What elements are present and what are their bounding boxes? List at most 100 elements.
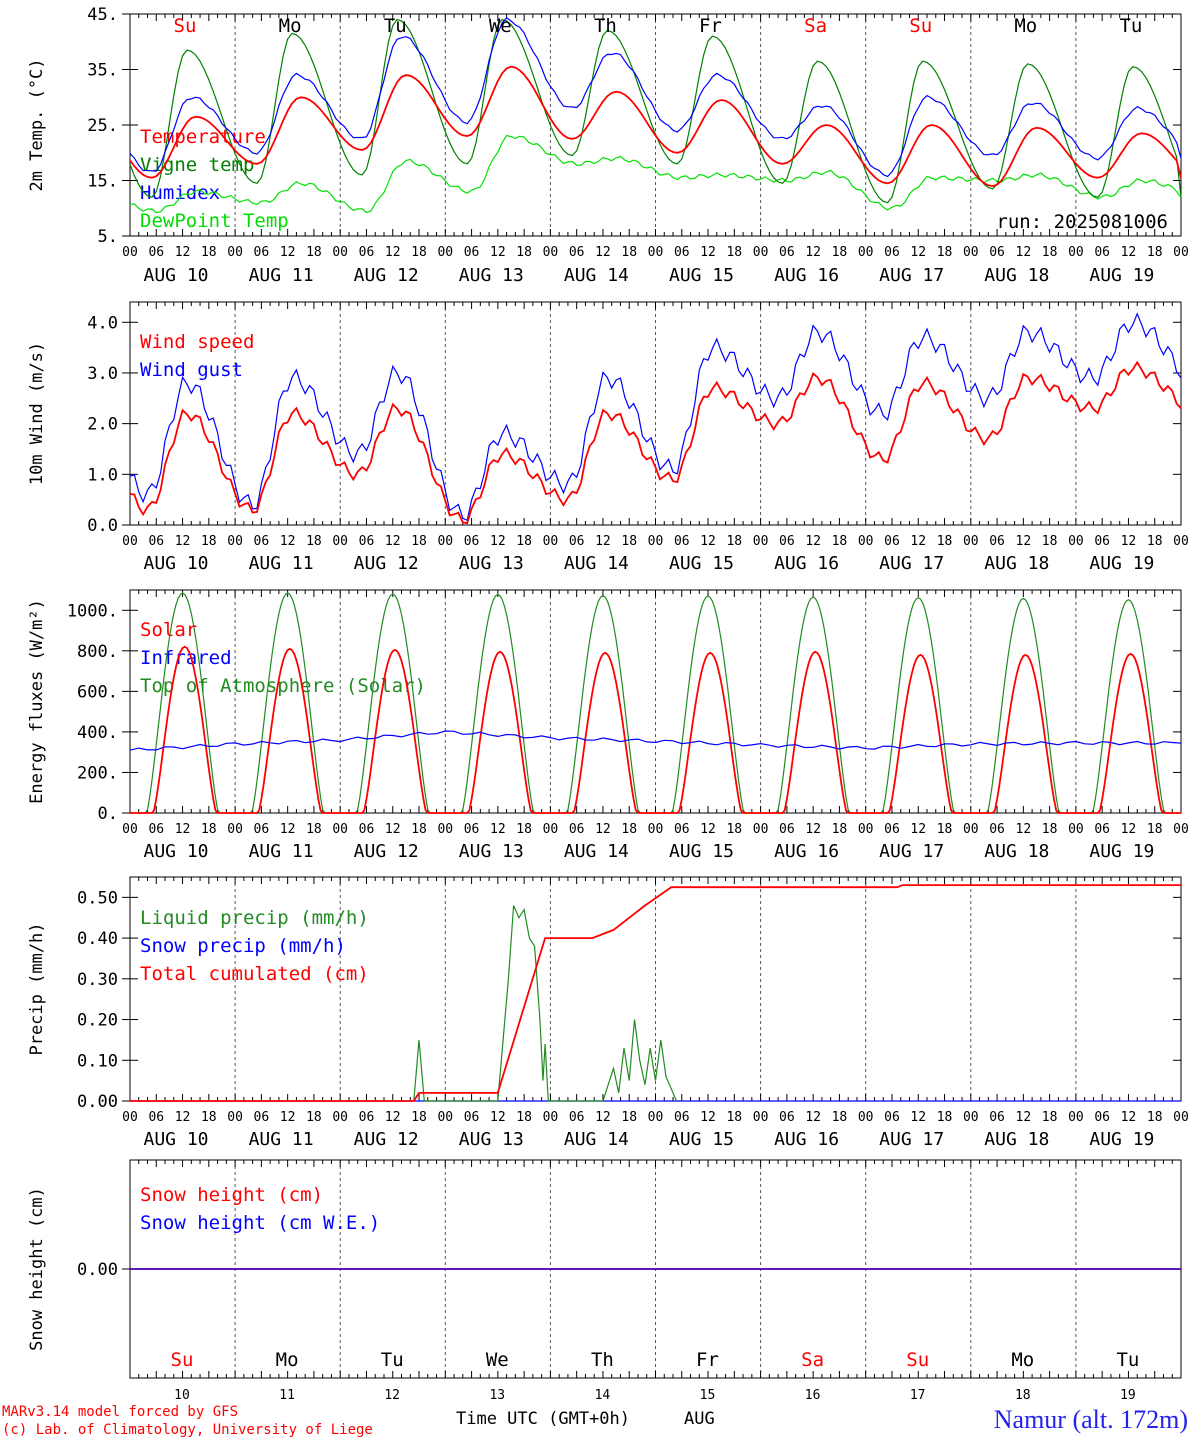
hour-tick-label: 06 <box>779 534 795 549</box>
y-tick-label: 200. <box>77 763 118 783</box>
hour-tick-label: 18 <box>726 245 742 260</box>
hour-tick-label: 18 <box>726 822 742 837</box>
date-label: AUG 15 <box>669 265 734 286</box>
date-label: AUG 19 <box>1089 841 1154 862</box>
legend-entry: Wind gust <box>140 359 243 381</box>
hour-tick-label: 12 <box>280 534 296 549</box>
legend-entry: Solar <box>140 619 197 641</box>
date-label: AUG 10 <box>143 553 208 574</box>
hour-tick-label: 06 <box>464 534 480 549</box>
hour-tick-label: 00 <box>753 534 769 549</box>
date-label: AUG 11 <box>249 553 314 574</box>
hour-tick-label: 00 <box>437 245 453 260</box>
day-name-bottom: Tu <box>1116 1349 1139 1371</box>
day-name-top: Su <box>174 15 197 37</box>
hour-tick-label: 06 <box>148 1110 164 1125</box>
y-tick-label: 0.10 <box>77 1051 118 1071</box>
y-tick-label: 1.0 <box>87 465 118 485</box>
hour-tick-label: 00 <box>648 1110 664 1125</box>
hour-tick-label: 12 <box>910 534 926 549</box>
hour-tick-label: 06 <box>1094 245 1110 260</box>
hour-tick-label: 00 <box>122 245 138 260</box>
legend-entry: Total cumulated (cm) <box>140 963 369 985</box>
hour-tick-label: 06 <box>148 534 164 549</box>
hour-tick-label: 06 <box>779 1110 795 1125</box>
hour-tick-label: 12 <box>490 245 506 260</box>
hour-tick-label: 06 <box>674 822 690 837</box>
hour-tick-label: 06 <box>674 245 690 260</box>
date-label: AUG 16 <box>774 265 839 286</box>
hour-tick-label: 06 <box>359 245 375 260</box>
hour-tick-label: 00 <box>648 822 664 837</box>
hour-tick-label: 12 <box>1016 245 1032 260</box>
date-label: AUG 13 <box>459 265 524 286</box>
hour-tick-label: 12 <box>1016 534 1032 549</box>
y-tick-label: 1000. <box>67 601 118 621</box>
y-tick-label: 4.0 <box>87 313 118 333</box>
day-name-bottom: Su <box>171 1349 194 1371</box>
hour-tick-label: 18 <box>832 534 848 549</box>
y-tick-label: 2.0 <box>87 415 118 435</box>
hour-tick-label: 06 <box>989 534 1005 549</box>
hour-tick-label: 18 <box>1147 822 1163 837</box>
day-number: 12 <box>384 1388 400 1403</box>
day-name-top: We <box>489 15 512 37</box>
date-label: AUG 10 <box>143 265 208 286</box>
y-tick-label: 800. <box>77 642 118 662</box>
hour-tick-label: 00 <box>227 822 243 837</box>
hour-tick-label: 00 <box>1173 822 1189 837</box>
hour-tick-label: 00 <box>753 822 769 837</box>
hour-tick-label: 12 <box>595 534 611 549</box>
hour-tick-label: 12 <box>700 534 716 549</box>
y-axis-label: 10m Wind (m/s) <box>27 342 47 485</box>
date-label: AUG 17 <box>879 1129 944 1150</box>
y-tick-label: 0.20 <box>77 1011 118 1031</box>
legend-entry: Snow precip (mm/h) <box>140 935 346 957</box>
day-name-bottom: Sa <box>801 1349 824 1371</box>
hour-tick-label: 06 <box>569 1110 585 1125</box>
legend-entry: Snow height (cm) <box>140 1184 323 1206</box>
date-label: AUG 10 <box>143 841 208 862</box>
legend-entry: Temperature <box>140 126 266 148</box>
hour-tick-label: 00 <box>963 1110 979 1125</box>
date-label: AUG 16 <box>774 1129 839 1150</box>
hour-tick-label: 06 <box>569 245 585 260</box>
hour-tick-label: 12 <box>700 245 716 260</box>
series-line <box>129 312 1182 522</box>
hour-tick-label: 00 <box>1068 822 1084 837</box>
date-label: AUG 12 <box>354 265 419 286</box>
hour-tick-label: 18 <box>411 822 427 837</box>
hour-tick-label: 00 <box>122 822 138 837</box>
y-axis-label: Snow height (cm) <box>27 1187 47 1351</box>
hour-tick-label: 06 <box>989 1110 1005 1125</box>
hour-tick-label: 00 <box>227 245 243 260</box>
hour-tick-label: 00 <box>122 1110 138 1125</box>
panel-5: 0.00 Snow height (cm) Snow height (cm) Snow… <box>27 1159 1182 1403</box>
hour-tick-label: 06 <box>884 1110 900 1125</box>
lab-credit: (c) Lab. of Climatology, University of L… <box>2 1422 373 1438</box>
hour-tick-label: 00 <box>227 534 243 549</box>
hour-tick-label: 06 <box>674 1110 690 1125</box>
hour-tick-label: 18 <box>201 1110 217 1125</box>
panel-4: 0.50 0.40 0.30 0.20 0.10 0.00 Precip (mm/h) 00 0… <box>27 876 1189 1150</box>
hour-tick-label: 12 <box>1016 822 1032 837</box>
series-line <box>413 905 678 1102</box>
day-number: 11 <box>279 1388 295 1403</box>
hour-tick-label: 18 <box>726 534 742 549</box>
legend-entry: Wind speed <box>140 331 254 353</box>
hour-tick-label: 00 <box>1068 534 1084 549</box>
series-line <box>130 645 1181 814</box>
day-name-bottom: Mo <box>276 1349 299 1371</box>
date-label: AUG 17 <box>879 841 944 862</box>
x-axis-label: Time UTC (GMT+0h) <box>456 1409 630 1429</box>
day-number: 19 <box>1120 1388 1136 1403</box>
hour-tick-label: 18 <box>1147 1110 1163 1125</box>
hour-tick-label: 00 <box>1173 1110 1189 1125</box>
hour-tick-label: 00 <box>1068 245 1084 260</box>
hour-tick-label: 18 <box>306 534 322 549</box>
hour-tick-label: 06 <box>464 245 480 260</box>
y-tick-label: 0.40 <box>77 929 118 949</box>
hour-tick-label: 12 <box>175 822 191 837</box>
hour-tick-label: 18 <box>201 245 217 260</box>
